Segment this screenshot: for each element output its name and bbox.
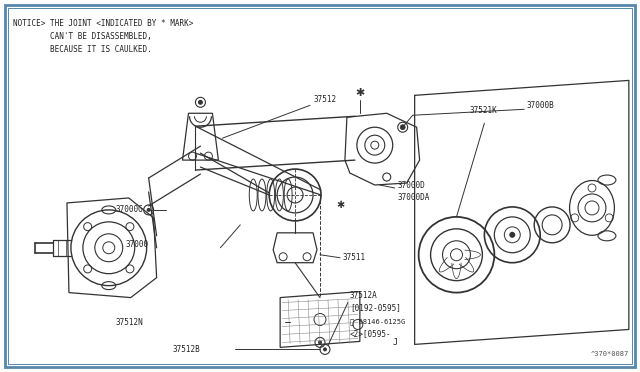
Text: CAN'T BE DISASSEMBLED,: CAN'T BE DISASSEMBLED, — [13, 32, 152, 41]
Text: 37000G: 37000G — [116, 205, 143, 214]
Text: 37512A: 37512A — [350, 291, 378, 299]
Text: J: J — [393, 339, 397, 347]
Circle shape — [323, 347, 327, 352]
Circle shape — [318, 340, 322, 344]
Text: 37000DA: 37000DA — [397, 193, 430, 202]
Text: 37512N: 37512N — [116, 318, 143, 327]
Text: Ⓑ 08146-6125G: Ⓑ 08146-6125G — [350, 318, 405, 325]
Circle shape — [509, 232, 515, 238]
Text: 37000B: 37000B — [526, 101, 554, 110]
Text: 37521K: 37521K — [469, 106, 497, 115]
Text: 37512B: 37512B — [173, 345, 200, 354]
Text: BECAUSE IT IS CAULKED.: BECAUSE IT IS CAULKED. — [13, 45, 152, 54]
Text: ✱: ✱ — [336, 200, 344, 210]
Text: ✱: ✱ — [355, 88, 365, 98]
Text: <2>[0595-: <2>[0595- — [350, 330, 392, 339]
Text: ^370*0087: ^370*0087 — [591, 352, 629, 357]
Circle shape — [198, 100, 203, 105]
Circle shape — [147, 208, 150, 212]
Text: [0192-0595]: [0192-0595] — [350, 304, 401, 312]
Text: 37000D: 37000D — [397, 180, 426, 189]
Text: 37512: 37512 — [313, 95, 336, 104]
Text: 37000: 37000 — [125, 240, 149, 249]
Text: NOTICE> THE JOINT <INDICATED BY * MARK>: NOTICE> THE JOINT <INDICATED BY * MARK> — [13, 19, 193, 28]
Circle shape — [400, 125, 405, 130]
Text: 37511: 37511 — [343, 253, 366, 262]
